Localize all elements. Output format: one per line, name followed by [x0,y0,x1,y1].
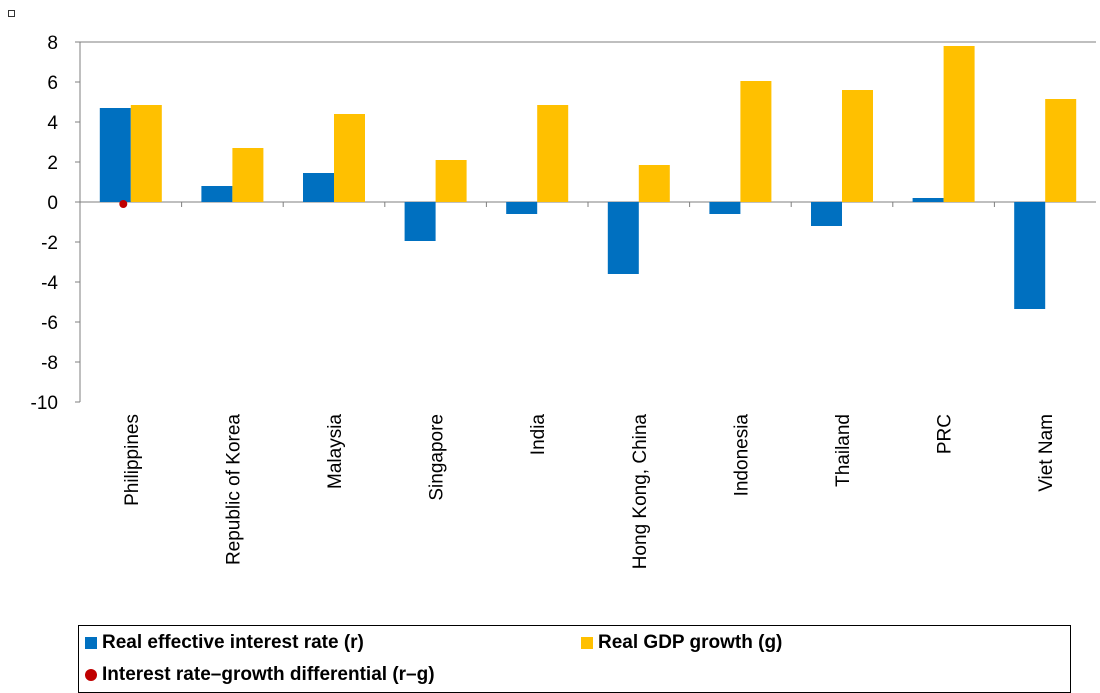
category-label: Philippines [122,414,143,506]
bar-chart: 8 6 4 2 0 -2 -4 -6 -8 -10 Philippines Republic of … [31,33,1096,570]
y-tick-label: 8 [47,33,58,54]
y-tick-label: -6 [41,313,58,334]
bar-interest-rate [99,108,131,202]
category-label: Thailand [833,414,854,487]
bar-interest-rate [912,198,944,202]
bar-gdp-growth [232,148,264,202]
corner-marker [8,10,15,17]
y-tick-label: -2 [41,233,58,254]
category-labels: Philippines Republic of Korea Malaysia Sing… [122,414,1057,570]
bar-interest-rate [607,202,639,274]
legend: Real effective interest rate (r) Real GD… [78,625,1071,693]
bar-gdp-growth [130,105,162,202]
bar-interest-rate [506,202,538,214]
y-tick-label: -10 [31,393,58,414]
category-label: India [528,414,549,456]
y-tick-label: 2 [47,153,58,174]
x-axis [80,201,1096,207]
y-tick-label: -8 [41,353,58,374]
y-tick-label: 4 [47,113,58,134]
y-tick-label: -4 [41,273,58,294]
bars [99,46,1077,309]
category-label: Republic of Korea [223,414,244,565]
bar-interest-rate [201,186,233,202]
legend-label-gdp-growth: Real GDP growth (g) [598,632,783,653]
bar-interest-rate [303,173,334,202]
y-tick-label: 0 [47,193,58,214]
bar-gdp-growth [334,114,365,202]
bar-gdp-growth [435,160,467,202]
legend-label-interest-rate: Real effective interest rate (r) [102,632,364,653]
legend-item-gdp-growth: Real GDP growth (g) [581,632,782,654]
bar-interest-rate [709,202,741,214]
bar-gdp-growth [943,46,975,202]
bar-gdp-growth [1045,99,1077,202]
bar-gdp-growth [842,90,873,202]
bar-gdp-growth [740,81,772,202]
y-axis: 8 6 4 2 0 -2 -4 -6 -8 -10 [31,33,1096,414]
category-label: Indonesia [731,414,752,497]
differential-marker [119,200,128,208]
category-label: Hong Kong, China [630,414,651,570]
legend-swatch-gdp-growth [581,637,593,649]
category-label: Singapore [427,414,448,501]
category-label: Viet Nam [1036,414,1057,492]
category-label: Malaysia [325,414,346,489]
legend-item-differential: Interest rate–growth differential (r–g) [85,664,435,686]
bar-interest-rate [404,202,436,241]
legend-item-interest-rate: Real effective interest rate (r) [85,632,364,654]
legend-label-differential: Interest rate–growth differential (r–g) [102,664,435,685]
bar-gdp-growth [537,105,569,202]
legend-swatch-differential [85,669,97,681]
bar-gdp-growth [638,165,670,202]
category-label: PRC [935,414,956,454]
y-tick-label: 6 [47,73,58,94]
bar-interest-rate [811,202,842,226]
markers [119,200,128,208]
bar-interest-rate [1014,202,1046,309]
legend-swatch-interest-rate [85,637,97,649]
